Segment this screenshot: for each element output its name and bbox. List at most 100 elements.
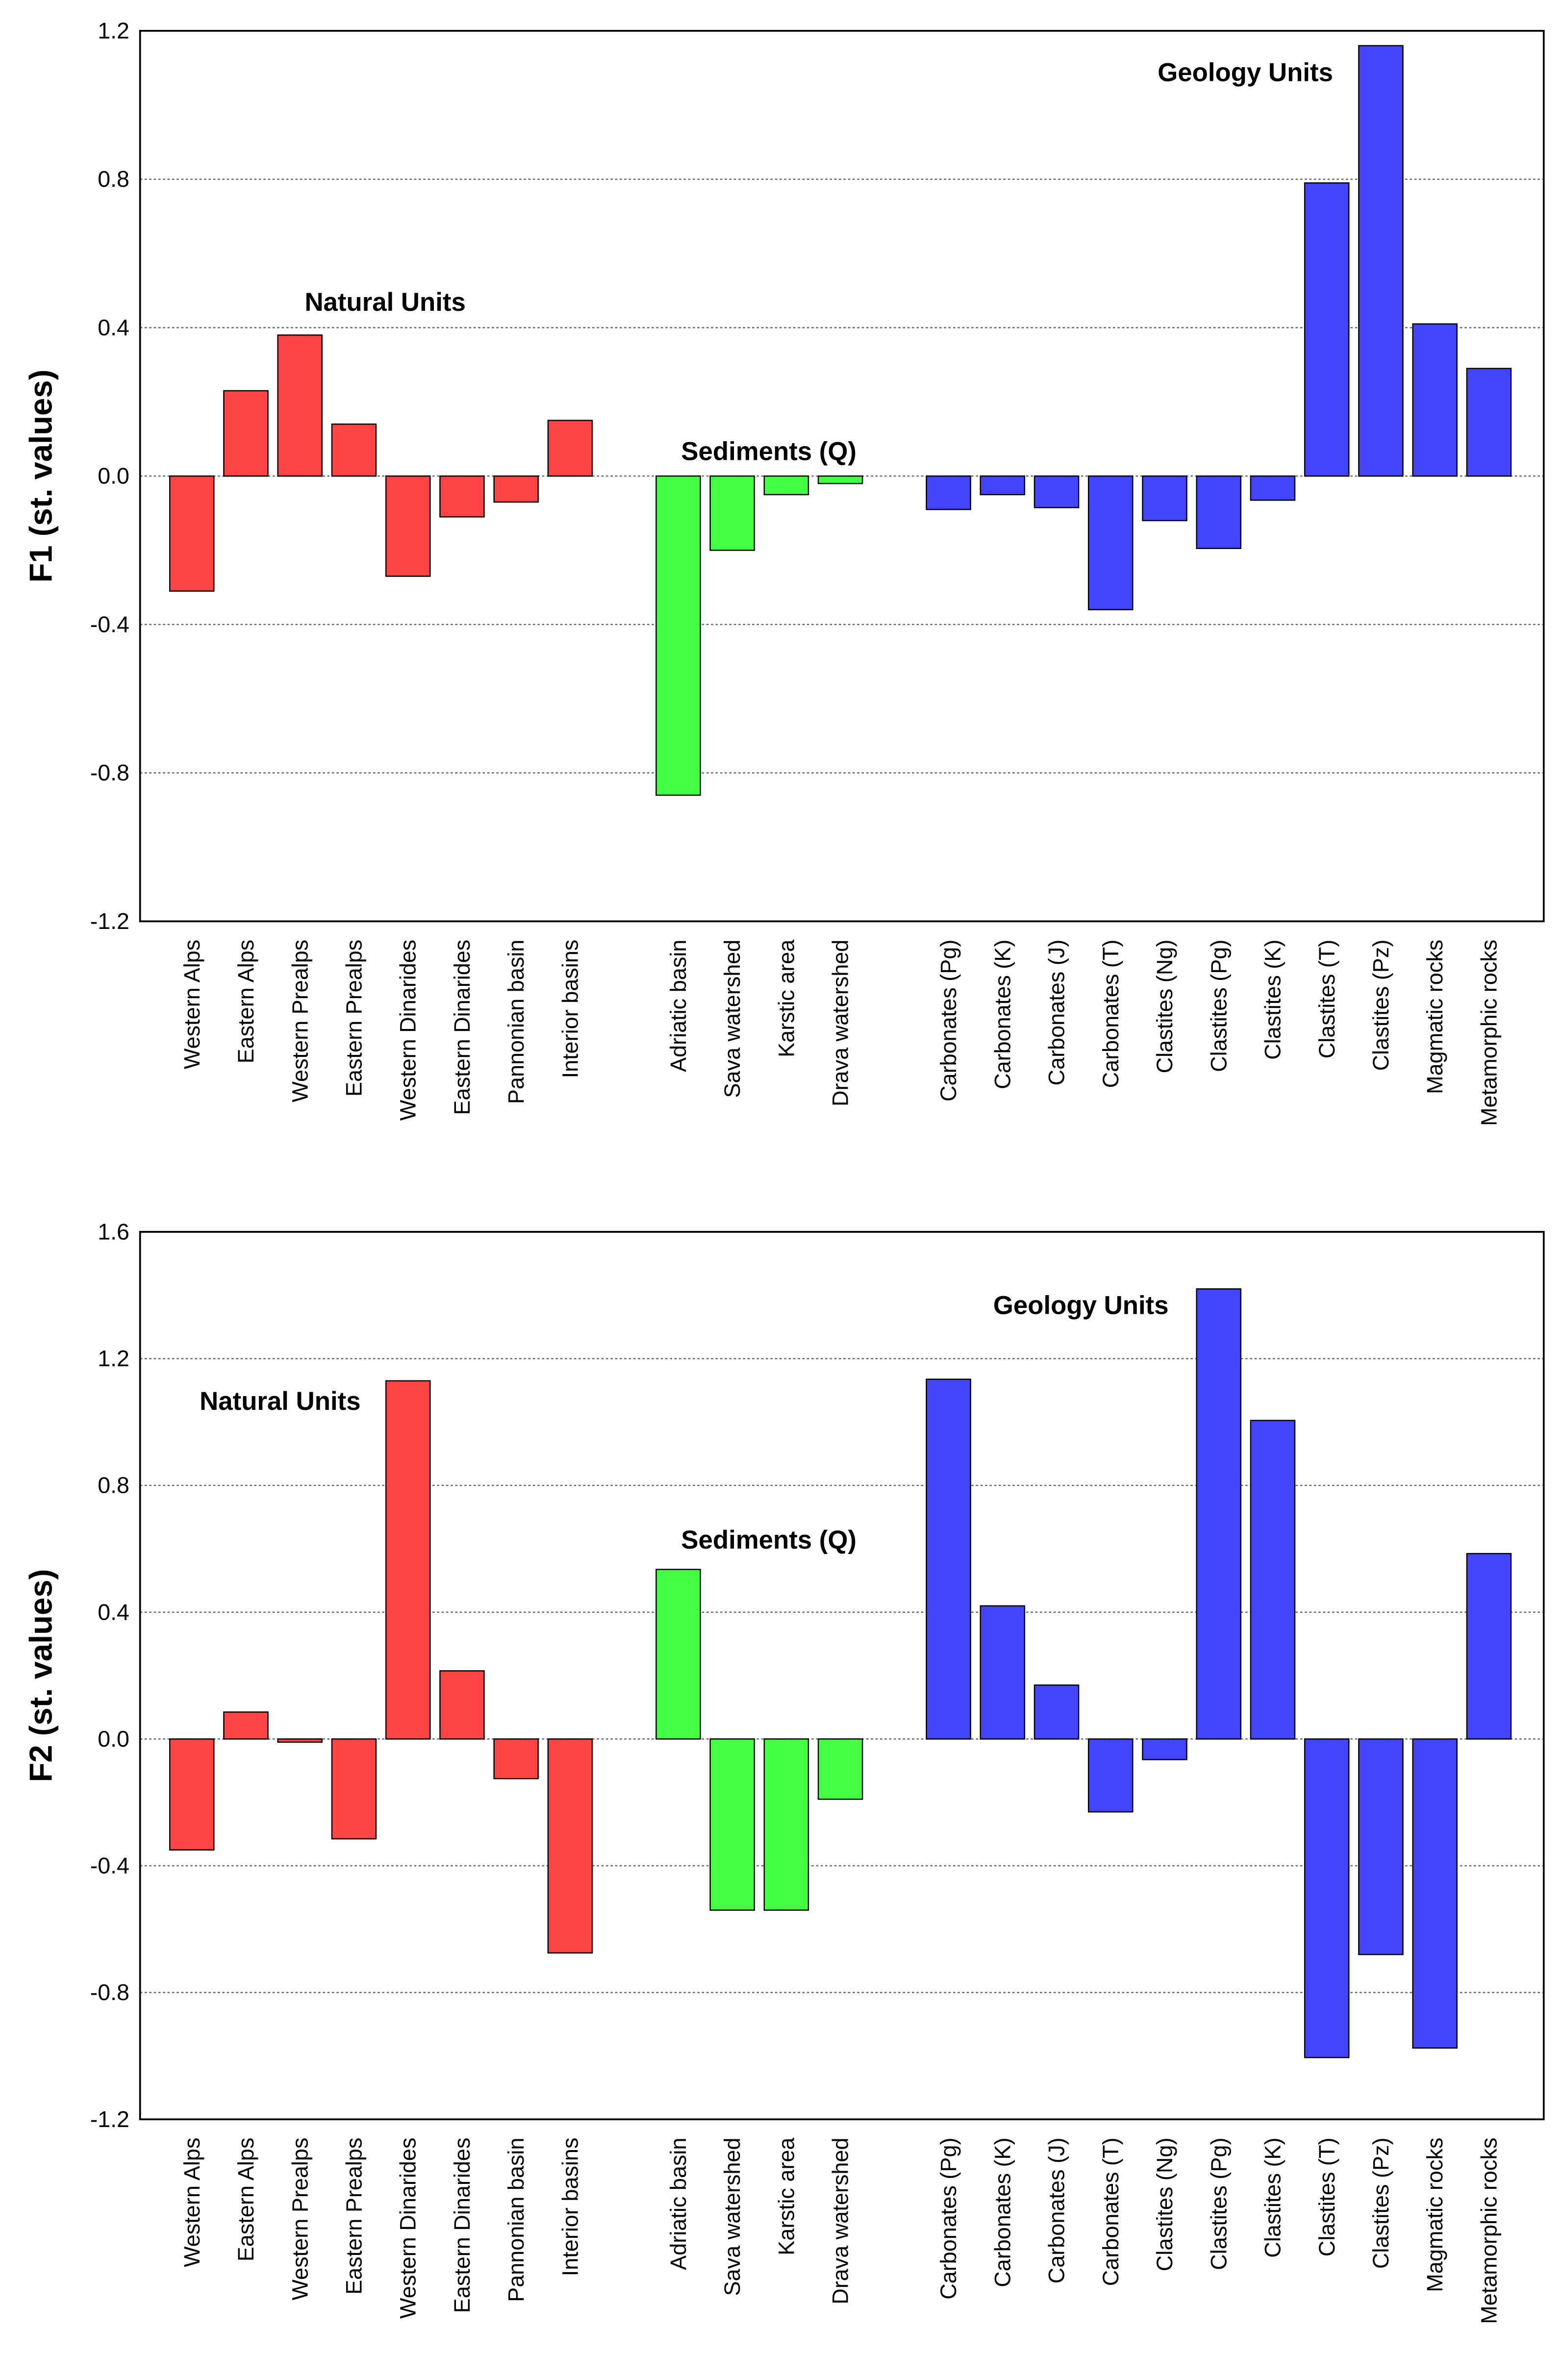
x-category-label: Carbonates (Pg) — [936, 940, 961, 1102]
chart-f2: -1.2 -0.8 -0.4 0.0 0.4 0.8 1.2 1.6 F2 (st. value… — [23, 1219, 1545, 2324]
y-tick-label: -1.2 — [90, 908, 129, 934]
x-category-label: Sava watershed — [720, 940, 745, 1098]
y-axis-label: F1 (st. values) — [23, 370, 59, 583]
x-category-label: Interior basins — [557, 2138, 582, 2277]
x-category-label: Pannonian basin — [504, 940, 529, 1104]
bar — [385, 1380, 431, 1740]
bar — [1088, 475, 1134, 610]
chart-f1: -1.2 -0.8 -0.4 0.0 0.4 0.8 1.2 F1 (st. values) W… — [23, 18, 1545, 1126]
x-category-label: Interior basins — [557, 940, 582, 1078]
x-category-label: Western Dinarides — [396, 940, 421, 1121]
x-category-label: Eastern Alps — [233, 940, 258, 1064]
x-category-label: Clastites (Pg) — [1206, 940, 1231, 1072]
bar — [1142, 1738, 1187, 1760]
y-tick-label: 1.6 — [98, 1219, 129, 1244]
bar — [1412, 323, 1458, 477]
bar — [331, 423, 377, 477]
group-title: Sediments (Q) — [681, 437, 857, 466]
x-category-label: Western Alps — [179, 2138, 204, 2267]
x-category-label: Magmatic rocks — [1422, 2138, 1447, 2292]
group-title: Natural Units — [200, 1387, 360, 1416]
bar — [169, 1738, 215, 1851]
bar — [439, 1670, 485, 1740]
x-category-label: Karstic area — [774, 939, 799, 1057]
bar — [331, 1738, 377, 1840]
x-category-label: Carbonates (K) — [990, 940, 1015, 1089]
y-tick-label: 0.8 — [98, 166, 129, 192]
bar — [223, 390, 269, 477]
x-category-label: Eastern Alps — [233, 2138, 258, 2262]
x-category-label: Clastites (K) — [1260, 2138, 1285, 2258]
x-category-label: Drava watershed — [828, 2138, 853, 2305]
x-category-label: Metamorphic rocks — [1476, 2138, 1501, 2324]
x-category-label: Carbonates (J) — [1044, 940, 1069, 1086]
x-category-label: Clastites (Pz) — [1368, 940, 1393, 1071]
y-tick-label: -0.8 — [90, 760, 129, 785]
y-tick-label: -0.4 — [90, 1853, 129, 1879]
bar — [439, 475, 485, 518]
x-category-label: Western Alps — [179, 940, 204, 1069]
x-category-label: Magmatic rocks — [1422, 940, 1447, 1094]
x-category-label: Clastites (Ng) — [1152, 940, 1177, 1074]
bar — [493, 475, 539, 503]
bar — [817, 475, 863, 484]
x-category-label: Western Prealps — [287, 940, 312, 1102]
bar — [169, 475, 215, 592]
x-category-label: Clastites (Pg) — [1206, 2138, 1231, 2270]
y-tick-label: 0.4 — [98, 315, 129, 340]
group-title: Geology Units — [993, 1291, 1169, 1320]
x-category-label: Adriatic basin — [666, 2138, 691, 2270]
bar — [1304, 1738, 1350, 2058]
y-axis-label: F2 (st. values) — [23, 1569, 59, 1782]
bar — [655, 1569, 701, 1740]
group-title: Natural Units — [304, 288, 465, 317]
y-tick-label: 0.4 — [98, 1599, 129, 1625]
bar — [547, 420, 593, 477]
bar — [1358, 1738, 1404, 1955]
bar — [926, 1378, 971, 1740]
bar — [385, 475, 431, 577]
y-tick-label: -0.4 — [90, 611, 129, 637]
bar — [817, 1738, 863, 1800]
plot-frame — [139, 29, 1545, 923]
x-category-label: Carbonates (T) — [1098, 940, 1123, 1088]
x-category-label: Drava watershed — [828, 940, 853, 1106]
x-category-label: Clastites (K) — [1260, 940, 1285, 1060]
plot-frame — [139, 1231, 1545, 2121]
x-category-label: Eastern Dinarides — [450, 940, 475, 1115]
bar — [1250, 1420, 1296, 1740]
x-category-label: Eastern Prealps — [342, 2138, 367, 2295]
y-tick-label: 1.2 — [98, 1346, 129, 1371]
bar — [655, 475, 701, 796]
x-category-label: Metamorphic rocks — [1476, 940, 1501, 1126]
bar — [1304, 182, 1350, 477]
x-category-label: Western Dinarides — [396, 2138, 421, 2319]
bar — [709, 1738, 755, 1911]
bar — [547, 1738, 593, 1954]
bar — [926, 475, 971, 510]
bar — [709, 475, 755, 551]
y-tick-label: 0.0 — [98, 463, 129, 489]
bar — [1142, 475, 1187, 522]
y-tick-label: -0.8 — [90, 1979, 129, 2005]
bar — [1033, 475, 1080, 508]
x-category-label: Pannonian basin — [504, 2138, 529, 2302]
x-category-label: Eastern Dinarides — [450, 2138, 475, 2313]
x-category-label: Carbonates (K) — [990, 2138, 1015, 2287]
bar — [1412, 1738, 1458, 2049]
y-tick-label: 0.0 — [98, 1726, 129, 1752]
group-title: Geology Units — [1158, 58, 1333, 87]
x-category-label: Clastites (Pz) — [1368, 2138, 1393, 2269]
bar — [1088, 1738, 1134, 1813]
y-tick-label: 0.8 — [98, 1473, 129, 1498]
group-title: Sediments (Q) — [681, 1526, 857, 1554]
bar — [277, 334, 323, 477]
x-category-label: Adriatic basin — [666, 940, 691, 1072]
x-category-label: Sava watershed — [720, 2138, 745, 2296]
x-category-label: Clastites (Ng) — [1152, 2138, 1177, 2272]
bar — [1196, 1288, 1242, 1740]
x-category-label: Western Prealps — [287, 2138, 312, 2301]
x-category-label: Carbonates (T) — [1098, 2138, 1123, 2286]
x-category-label: Eastern Prealps — [342, 940, 367, 1097]
